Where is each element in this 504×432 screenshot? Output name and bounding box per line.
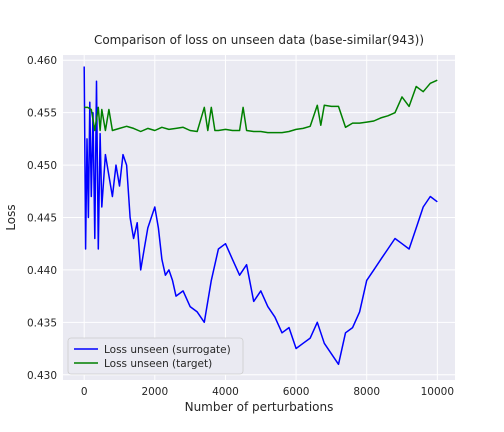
y-tick-label: 0.445: [27, 213, 57, 225]
series-line-target: [84, 79, 438, 134]
y-tick-label: 0.455: [27, 108, 57, 120]
y-tick-label: 0.450: [27, 160, 57, 172]
y-axis-ticks: 0.430 0.435 0.440 0.445 0.450 0.455 0.460: [27, 55, 57, 382]
legend-label: Loss unseen (surrogate): [104, 344, 231, 356]
x-tick-label: 0: [81, 386, 88, 398]
x-tick-label: 2000: [141, 386, 168, 398]
x-tick-label: 8000: [353, 386, 380, 398]
x-tick-label: 10000: [421, 386, 454, 398]
y-tick-label: 0.435: [27, 317, 57, 329]
legend: Loss unseen (surrogate) Loss unseen (targ…: [67, 337, 244, 375]
y-tick-label: 0.440: [27, 265, 57, 277]
chart-title: Comparison of loss on unseen data (base-…: [94, 33, 424, 47]
y-tick-label: 0.430: [27, 370, 57, 382]
grid: [63, 55, 455, 380]
series-group: [83, 66, 438, 366]
x-axis-label: Number of perturbations: [185, 400, 334, 414]
legend-label: Loss unseen (target): [104, 358, 212, 370]
x-tick-label: 4000: [212, 386, 239, 398]
legend-box: [67, 337, 244, 375]
y-axis-label: Loss: [4, 204, 18, 230]
x-axis-ticks: 0 2000 4000 6000 8000 10000: [81, 386, 454, 398]
series-line-surrogate: [83, 66, 438, 366]
y-tick-label: 0.460: [27, 55, 57, 67]
x-tick-label: 6000: [283, 386, 310, 398]
